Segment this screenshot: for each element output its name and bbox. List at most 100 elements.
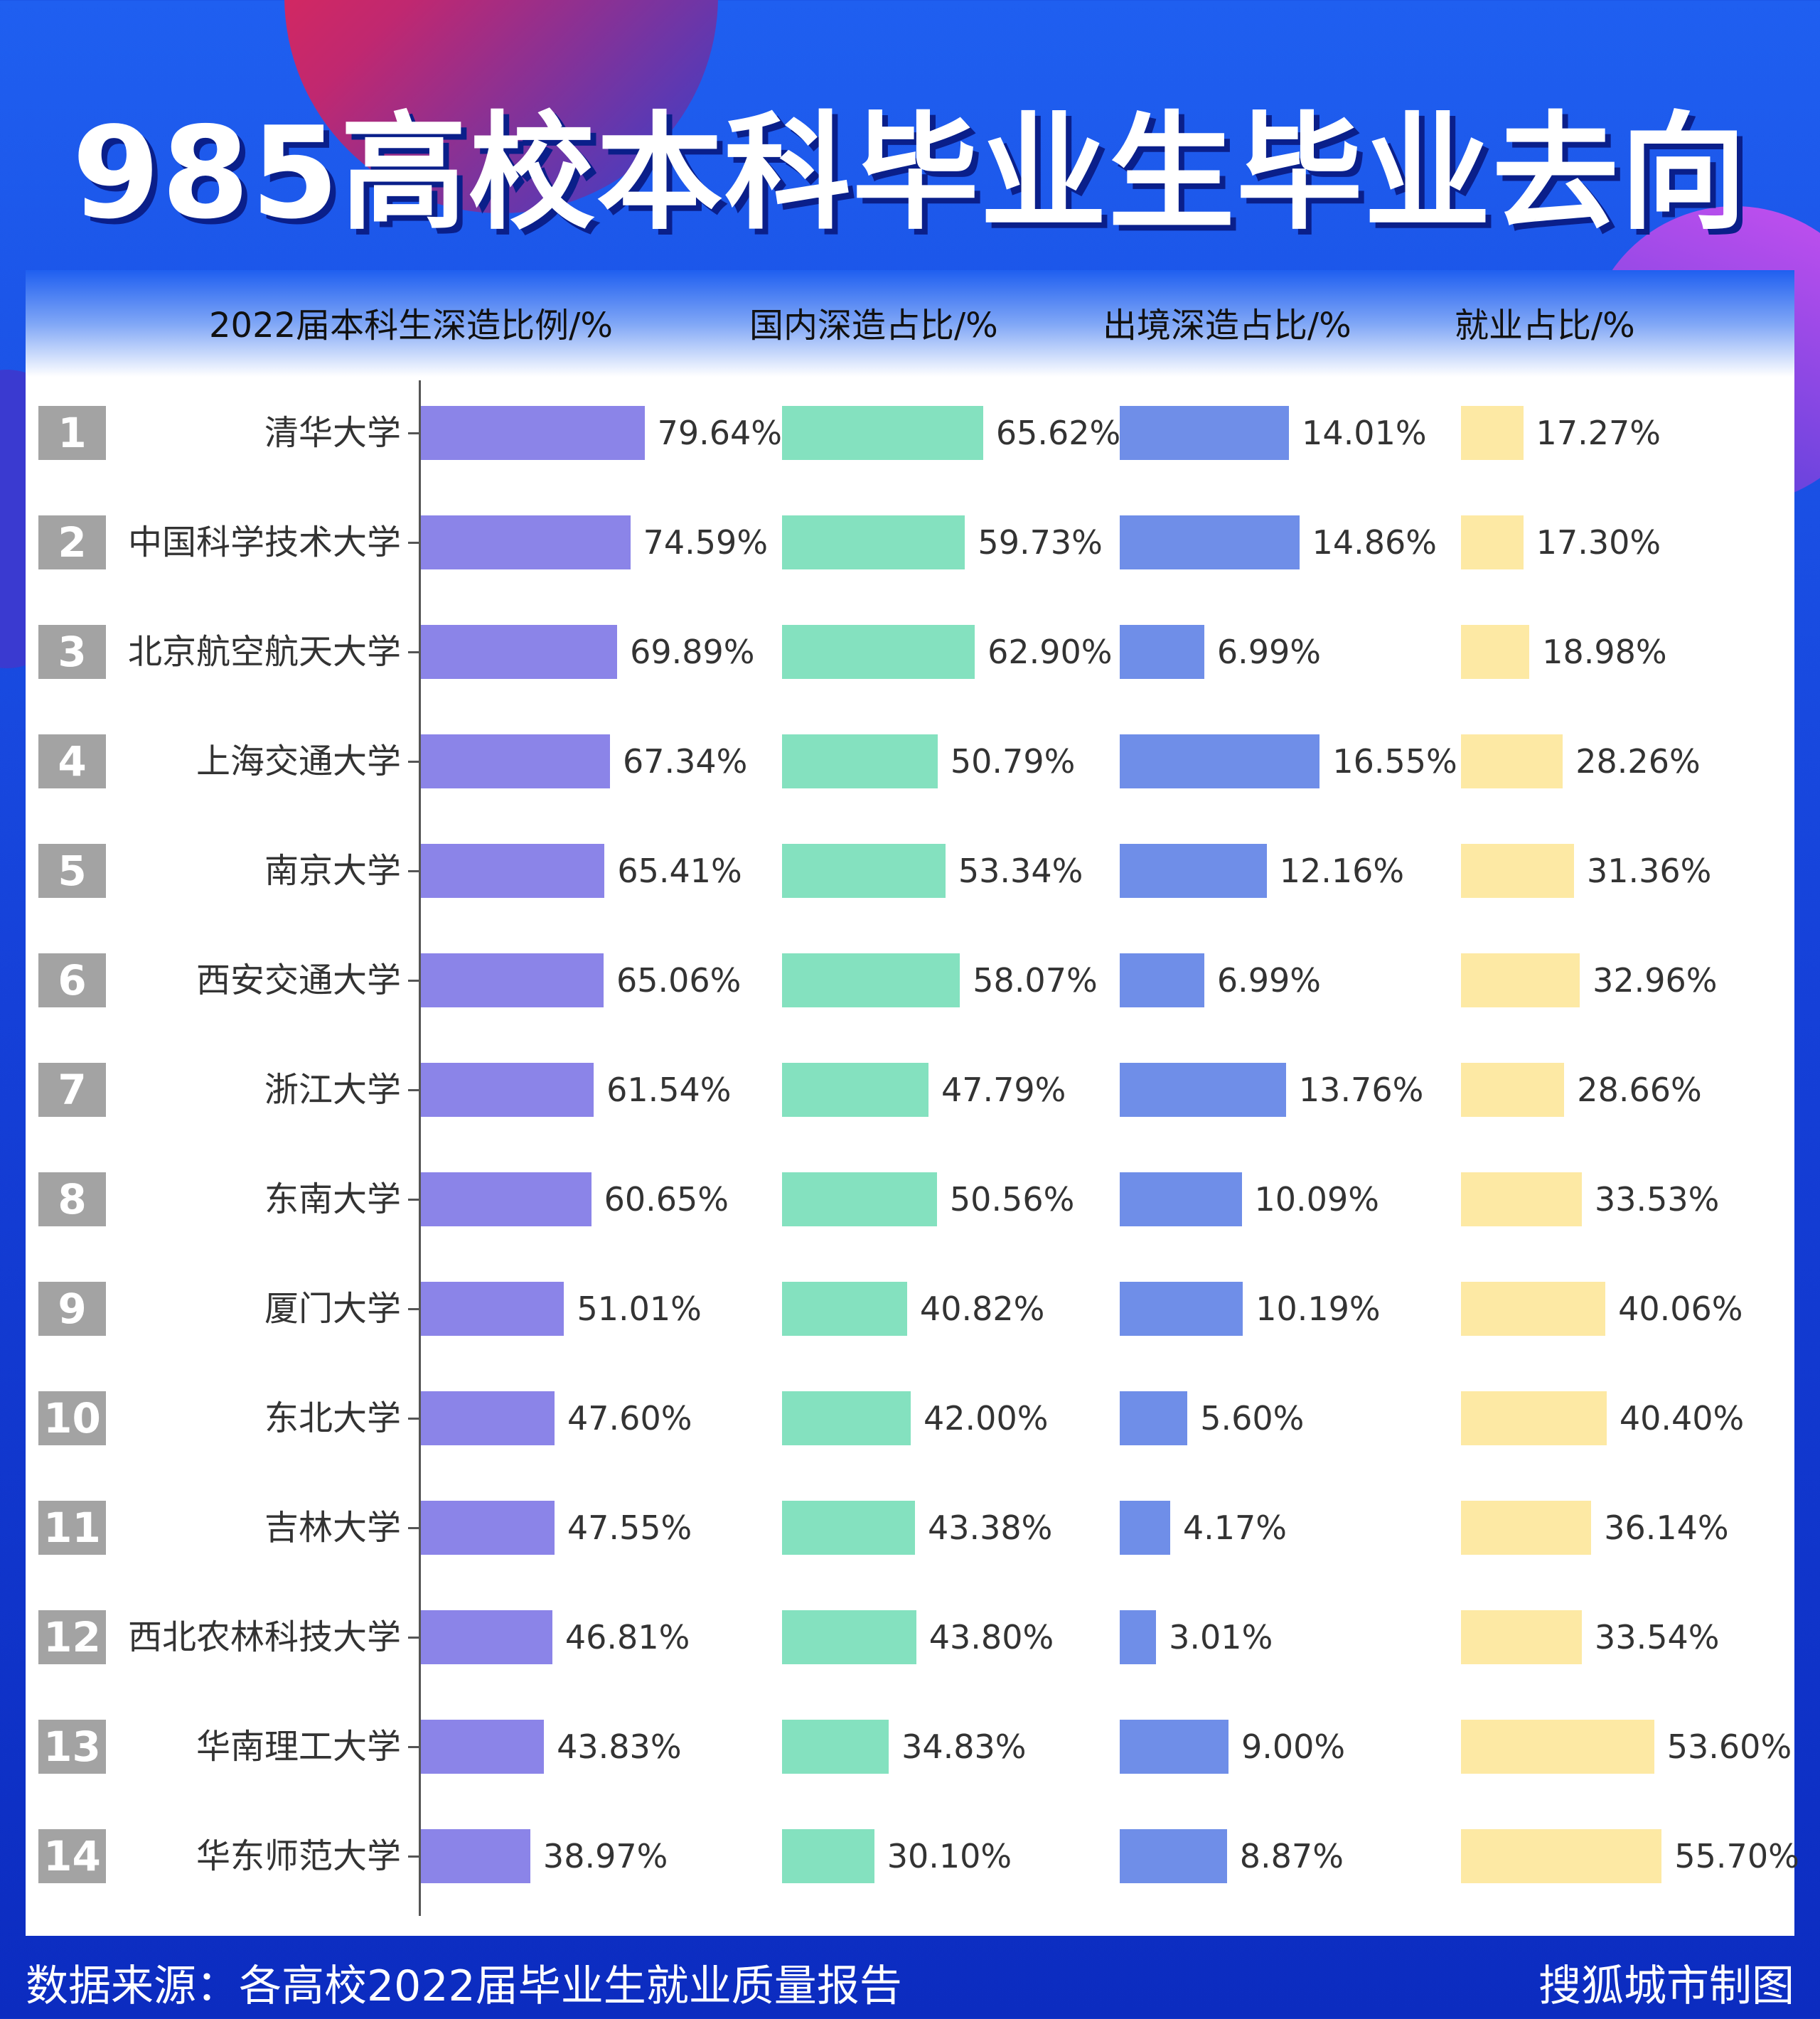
data-label: 40.06%: [1618, 1290, 1743, 1328]
data-source: 数据来源：各高校2022届毕业生就业质量报告: [26, 1961, 902, 2011]
data-label: 65.62%: [995, 414, 1121, 452]
data-label: 17.30%: [1536, 523, 1661, 562]
bar-s3: [1120, 844, 1267, 898]
data-label: 13.76%: [1298, 1071, 1424, 1109]
category-label: 厦门大学: [264, 1289, 401, 1329]
bar-s4: [1461, 1829, 1662, 1883]
axis-tick: [408, 432, 419, 434]
data-label: 43.80%: [928, 1618, 1054, 1656]
credit: 搜狐城市制图: [1538, 1961, 1794, 2011]
axis-tick: [408, 1637, 419, 1639]
data-label: 32.96%: [1592, 961, 1718, 1000]
bar-s4: [1461, 1720, 1654, 1774]
rank-badge: 11: [38, 1501, 106, 1555]
category-label: 北京航空航天大学: [127, 632, 401, 672]
bar-s2: [782, 1391, 911, 1445]
bar-s3: [1120, 1610, 1157, 1664]
bar-s3: [1120, 734, 1320, 788]
bar-s1: [421, 844, 605, 898]
data-label: 6.99%: [1216, 633, 1321, 671]
data-label: 17.27%: [1536, 414, 1661, 452]
data-label: 9.00%: [1241, 1728, 1346, 1766]
bar-s1: [421, 1610, 552, 1664]
rank-badge: 9: [38, 1282, 106, 1336]
data-label: 34.83%: [901, 1728, 1027, 1766]
bar-s1: [421, 1172, 592, 1226]
rank-badge: 7: [38, 1063, 106, 1117]
data-label: 30.10%: [887, 1837, 1012, 1875]
bar-s2: [782, 1501, 915, 1555]
bar-s1: [421, 406, 645, 460]
data-label: 67.34%: [622, 742, 748, 781]
bar-s3: [1120, 515, 1300, 569]
bar-s3: [1120, 1720, 1228, 1774]
data-label: 59.73%: [978, 523, 1103, 562]
rank-badge: 8: [38, 1172, 106, 1226]
data-label: 43.38%: [927, 1509, 1053, 1547]
category-label: 清华大学: [264, 413, 401, 453]
data-label: 8.87%: [1239, 1837, 1344, 1875]
bar-s2: [782, 1063, 928, 1117]
data-label: 14.01%: [1302, 414, 1427, 452]
column-header-3: 出境深造占比/%: [1103, 306, 1351, 346]
bar-s1: [421, 1391, 555, 1445]
category-label: 上海交通大学: [196, 741, 401, 781]
bar-s4: [1461, 953, 1580, 1007]
data-label: 16.55%: [1332, 742, 1457, 781]
category-label: 华东师范大学: [196, 1836, 401, 1876]
chart-card: 2022届本科生深造比例/% 国内深造占比/% 出境深造占比/% 就业占比/% …: [26, 270, 1799, 1936]
rank-badge: 3: [38, 625, 106, 679]
data-label: 31.36%: [1586, 852, 1712, 890]
data-label: 40.40%: [1619, 1399, 1745, 1437]
bar-s3: [1120, 1172, 1242, 1226]
axis-tick: [408, 870, 419, 872]
axis-tick: [408, 1746, 419, 1748]
data-label: 55.70%: [1674, 1837, 1799, 1875]
bar-s2: [782, 1172, 937, 1226]
data-label: 51.01%: [577, 1290, 702, 1328]
data-label: 65.41%: [617, 852, 742, 890]
category-label: 东北大学: [264, 1398, 401, 1438]
rank-badge: 5: [38, 844, 106, 898]
data-label: 50.56%: [949, 1180, 1075, 1219]
data-label: 61.54%: [606, 1071, 732, 1109]
bar-s2: [782, 953, 960, 1007]
bar-s2: [782, 844, 946, 898]
data-label: 79.64%: [657, 414, 782, 452]
bar-s4: [1461, 1063, 1565, 1117]
column-header-2: 国内深造占比/%: [749, 306, 998, 346]
page-title: 985高校本科毕业生毕业去向: [72, 100, 1748, 247]
bar-s1: [421, 625, 618, 679]
data-label: 40.82%: [919, 1290, 1045, 1328]
bar-s3: [1120, 1501, 1170, 1555]
bar-s1: [421, 1282, 564, 1336]
category-label: 东南大学: [264, 1179, 401, 1219]
bar-s3: [1120, 625, 1204, 679]
data-label: 14.86%: [1312, 523, 1438, 562]
bar-s2: [782, 1610, 916, 1664]
data-label: 36.14%: [1604, 1509, 1729, 1547]
category-label: 中国科学技术大学: [127, 523, 401, 562]
axis-tick: [408, 651, 419, 653]
bar-s3: [1120, 406, 1290, 460]
bar-s4: [1461, 406, 1524, 460]
category-label: 南京大学: [264, 851, 401, 891]
data-label: 65.06%: [616, 961, 742, 1000]
bar-s3: [1120, 1282, 1243, 1336]
axis-tick: [408, 1855, 419, 1858]
data-label: 33.54%: [1595, 1618, 1720, 1656]
category-label: 浙江大学: [264, 1070, 401, 1110]
rank-badge: 13: [38, 1720, 106, 1774]
bar-s4: [1461, 1610, 1583, 1664]
data-label: 6.99%: [1216, 961, 1321, 1000]
rank-badge: 10: [38, 1391, 106, 1445]
category-label: 西安交通大学: [196, 960, 401, 1000]
bar-s2: [782, 1720, 889, 1774]
data-label: 50.79%: [950, 742, 1076, 781]
bar-s2: [782, 406, 983, 460]
category-label: 华南理工大学: [196, 1727, 401, 1767]
rank-badge: 2: [38, 515, 106, 569]
data-label: 4.17%: [1182, 1509, 1288, 1547]
data-label: 43.83%: [557, 1728, 682, 1766]
data-label: 46.81%: [564, 1618, 690, 1656]
